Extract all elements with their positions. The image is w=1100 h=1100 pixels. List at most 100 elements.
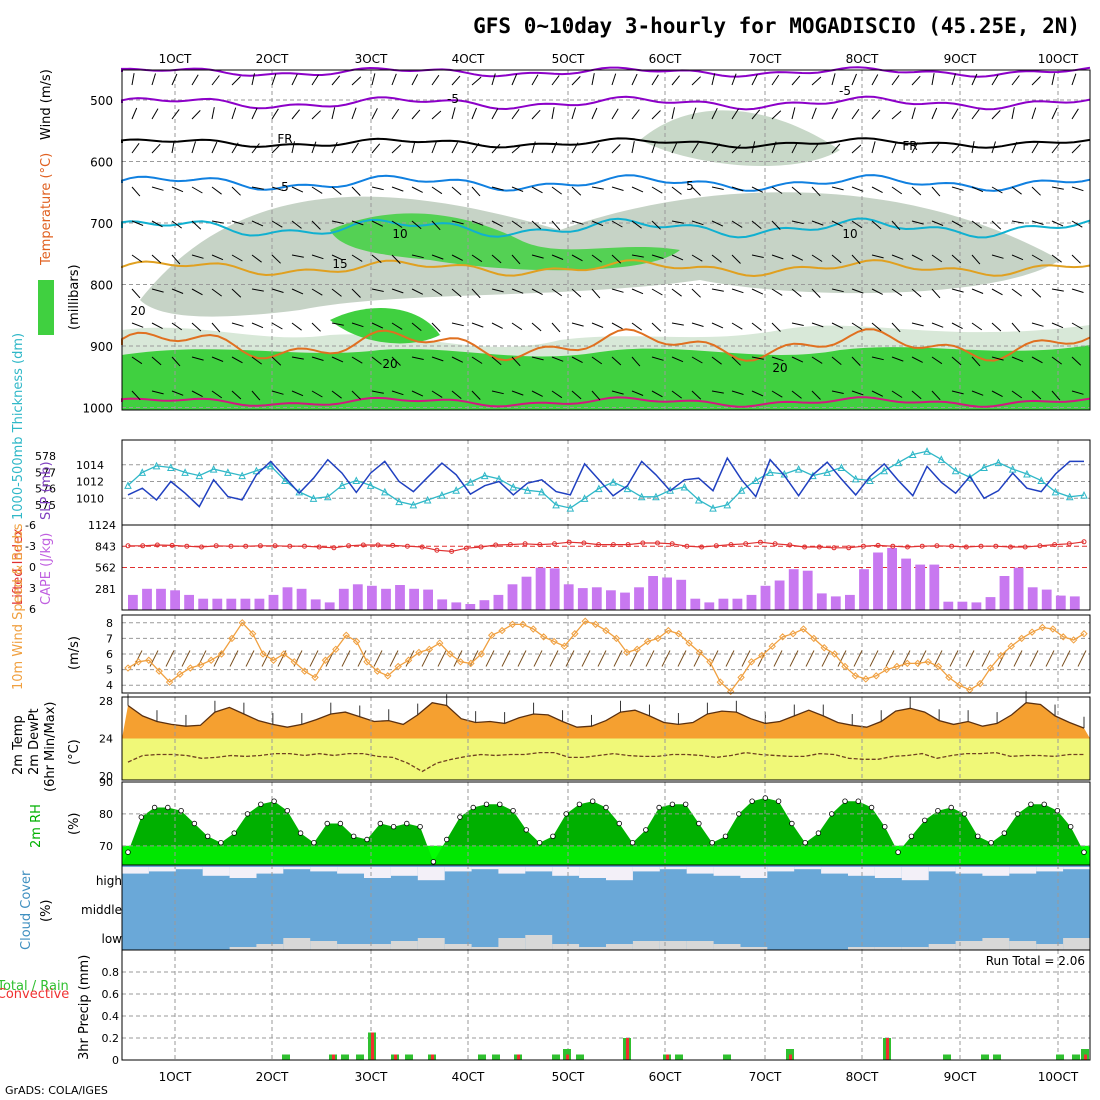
upper-wind-barb: [711, 254, 722, 263]
upper-wind-barb: [351, 322, 364, 328]
rh-point: [696, 820, 702, 827]
upper-wind-barb: [1011, 288, 1022, 297]
precip-conv-bar: [1084, 1054, 1087, 1060]
upper-wind-barb: [1071, 73, 1077, 86]
upper-wind-barb: [311, 288, 323, 296]
upper-wind-barb: [1051, 107, 1058, 120]
cloud-high-gap: [686, 867, 714, 874]
upper-wind-barb: [191, 220, 202, 230]
upper-wind-barb: [1031, 220, 1044, 225]
x-axis-bottom: 1OCT 2OCT 3OCT 4OCT 5OCT 6OCT 7OCT 8OCT 9OCT 10OC…: [159, 1070, 1079, 1084]
x-tick-top-label: 5OCT: [552, 52, 585, 66]
upper-wind-barb: [351, 186, 361, 196]
upper-wind-barb: [511, 254, 521, 265]
upper-wind-barb: [611, 288, 624, 293]
wind-point: [810, 634, 818, 643]
precip-total-bar: [552, 1054, 560, 1060]
rh-point: [802, 840, 808, 846]
thickness-point: [566, 504, 575, 512]
cloud-low-bar: [337, 944, 364, 950]
upper-wind-barb: [411, 390, 424, 397]
li-point: [331, 545, 337, 551]
upper-wind-barb: [251, 107, 258, 120]
rh-point: [497, 801, 503, 807]
wind-barb: [853, 650, 863, 667]
precip-y-tick: 0.8: [102, 966, 120, 979]
temp-label-3: (6hr Min/Max): [43, 702, 58, 792]
upper-wind-barb: [191, 356, 204, 361]
upper-wind-barb: [891, 186, 903, 195]
contour-label: 20: [772, 361, 787, 375]
upper-wind-barb: [191, 390, 203, 398]
cape-bar: [549, 568, 560, 610]
footer-credit: GrADS: COLA/IGES: [5, 1084, 108, 1097]
upper-frame: [121, 69, 1091, 411]
upper-wind-barb: [951, 143, 961, 154]
upper-wind-barb: [691, 107, 697, 120]
upper-wind-barb: [471, 356, 483, 364]
upper-wind-barb: [391, 322, 403, 330]
upper-wind-barb: [211, 390, 223, 399]
wind-point: [436, 639, 444, 647]
thickness-point: [1065, 492, 1074, 501]
wind-point: [633, 645, 641, 654]
upper-wind-barb: [431, 322, 441, 332]
upper-wind-barb: [211, 75, 220, 86]
wind-point: [332, 645, 340, 654]
contour-label: -5: [839, 84, 851, 98]
cloud-high-gap: [928, 867, 956, 872]
upper-wind-barb: [831, 108, 839, 120]
upper-wind-barb: [451, 142, 459, 154]
wind-point: [342, 631, 350, 639]
upper-label-mb: (millibars): [67, 264, 82, 330]
rh-point: [351, 833, 357, 839]
rh-point: [1041, 801, 1047, 807]
upper-wind-barb: [991, 254, 1004, 259]
rh-point: [643, 827, 649, 833]
rh-shade-green: [122, 345, 1090, 410]
upper-wind-barb: [831, 220, 843, 227]
thickness-point: [224, 468, 232, 476]
upper-wind-barb: [331, 356, 344, 363]
upper-wind-barb: [831, 322, 844, 329]
upper-wind-barb: [351, 254, 363, 262]
thickness-point: [994, 458, 1003, 467]
rh-point: [151, 804, 158, 811]
thickness-point: [1037, 476, 1046, 484]
cape-bar: [591, 587, 602, 610]
upper-wind-barb: [451, 356, 464, 363]
li-point: [493, 542, 499, 548]
upper-wind-barb: [691, 254, 703, 262]
upper-wind-barb: [971, 288, 984, 294]
cape-bar: [873, 552, 883, 610]
upper-wind-barb: [1051, 143, 1060, 154]
cape-bar: [493, 594, 504, 610]
upper-wind-barb: [1031, 186, 1041, 196]
upper-wind-barb: [671, 107, 675, 120]
cape-bar: [451, 602, 462, 610]
upper-wind-barb: [951, 390, 964, 395]
cape-bar: [142, 588, 152, 610]
upper-wind-barb: [191, 141, 196, 154]
upper-wind-barb: [811, 390, 821, 400]
upper-wind-barb: [751, 254, 764, 258]
thickness-point: [338, 481, 346, 489]
upper-wind-barb: [431, 220, 441, 231]
cape-bar: [620, 592, 630, 610]
rh-point: [616, 820, 622, 827]
rh-point: [669, 801, 676, 807]
upper-wind-barb: [771, 356, 784, 362]
upper-wind-barb: [811, 254, 823, 262]
upper-wind-barb: [831, 356, 842, 365]
wind-barb: [805, 650, 815, 667]
upper-wind-barb: [1031, 356, 1043, 364]
upper-wind-barb: [411, 74, 419, 86]
cloud-high-gap: [901, 867, 929, 881]
precip-total-bar: [675, 1054, 683, 1060]
thickness-point: [595, 484, 603, 493]
upper-wind-barb: [151, 73, 156, 86]
upper-wind-barb: [351, 288, 361, 298]
thickness-point: [752, 476, 760, 484]
li-point: [581, 540, 587, 546]
thickness-point: [124, 481, 132, 489]
